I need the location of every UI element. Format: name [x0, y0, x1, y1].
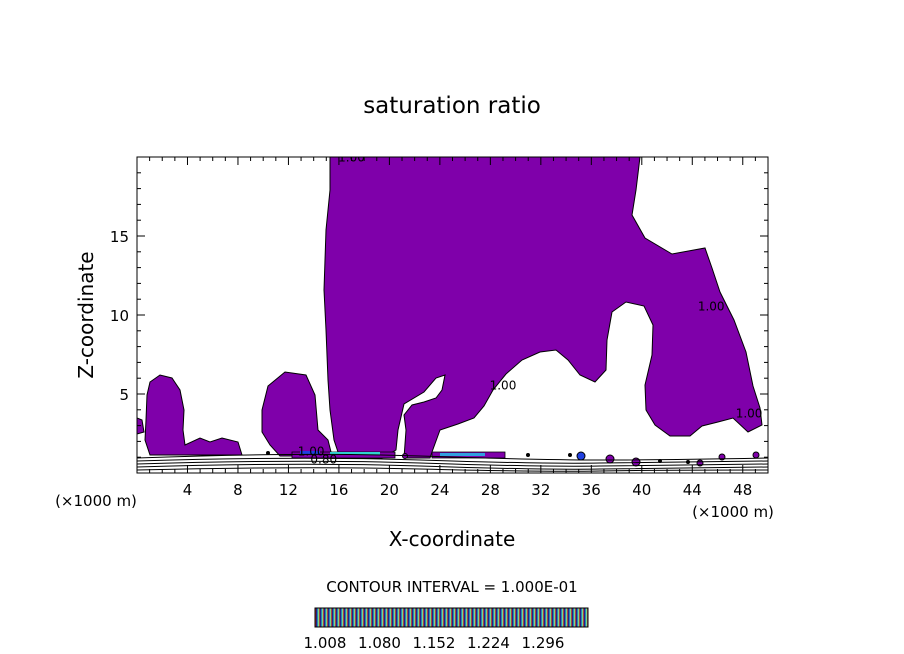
contour-label: 1.00	[490, 378, 517, 392]
x-unit-label-secondary: (×1000 m)	[692, 503, 774, 521]
saturated-region-left	[261, 371, 333, 457]
colorbar-tick-label: 1.080	[358, 634, 401, 652]
small-blob	[526, 453, 530, 457]
low-band-highlight-3	[440, 453, 485, 456]
contour-labels: 1.001.001.001.001.000.80	[298, 157, 763, 467]
small-blob	[605, 454, 615, 464]
x-tick-label: 24	[430, 481, 449, 499]
x-tick-label: 16	[329, 481, 348, 499]
y-tick-label: 5	[119, 386, 129, 404]
contour-label: 0.80	[310, 453, 337, 467]
contour-label: 1.00	[736, 407, 763, 421]
y-tick-label: 10	[110, 307, 129, 325]
x-unit-label: (×1000 m)	[55, 492, 137, 510]
contour-interval-text: CONTOUR INTERVAL = 1.000E-01	[326, 578, 577, 596]
x-tick-label: 28	[481, 481, 500, 499]
x-tick-label: 40	[632, 481, 651, 499]
x-tick-label: 4	[183, 481, 193, 499]
contour-label: 1.00	[698, 299, 725, 313]
plot-area: 1.001.001.001.001.000.80	[137, 157, 768, 472]
x-tick-label: 44	[683, 481, 702, 499]
x-axis-label: X-coordinate	[389, 527, 516, 551]
small-blob	[576, 451, 586, 461]
y-axis-label: Z-coordinate	[74, 251, 98, 378]
low-band-highlight-2	[300, 451, 320, 454]
contour-label: 1.00	[298, 445, 325, 459]
x-tick-label: 32	[531, 481, 550, 499]
small-blob	[266, 451, 270, 455]
small-blob	[752, 451, 760, 459]
chart-title: saturation ratio	[363, 93, 541, 119]
colorbar-tick-label: 1.224	[467, 634, 510, 652]
small-blob	[568, 453, 572, 457]
colorbar-tick-label: 1.152	[413, 634, 456, 652]
small-blob	[631, 457, 641, 467]
saturated-region-far-left	[144, 374, 243, 456]
x-tick-label: 48	[733, 481, 752, 499]
x-tick-label: 8	[233, 481, 243, 499]
x-tick-label: 12	[279, 481, 298, 499]
colorbar-tick-label: 1.008	[304, 634, 347, 652]
colorbar-tick-label: 1.296	[522, 634, 565, 652]
surface-contours	[137, 453, 768, 472]
x-tick-label: 20	[380, 481, 399, 499]
colorbar	[314, 607, 589, 628]
x-tick-label: 36	[582, 481, 601, 499]
y-tick-label: 15	[110, 228, 129, 246]
colorbar-labels: 1.008 1.080 1.152 1.224 1.296	[304, 634, 565, 652]
low-band-highlight-1	[330, 452, 380, 455]
saturated-region-main	[323, 157, 763, 459]
